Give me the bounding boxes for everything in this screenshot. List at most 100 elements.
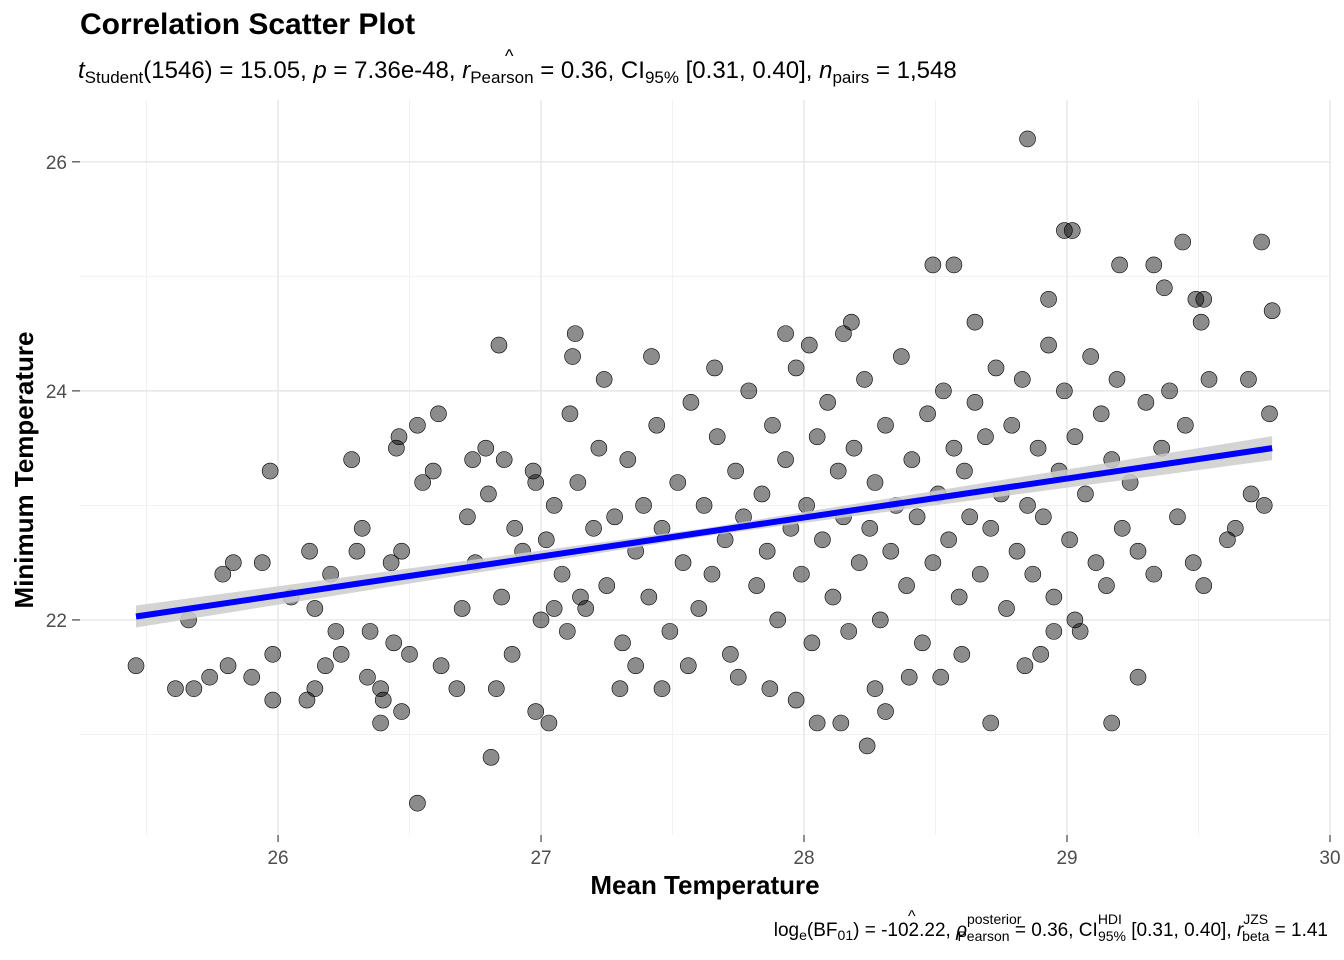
- data-point: [503, 645, 521, 663]
- data-point: [945, 439, 963, 457]
- data-point: [850, 554, 868, 571]
- data-point: [359, 668, 376, 686]
- data-point: [777, 325, 794, 342]
- data-point: [598, 577, 616, 594]
- data-point: [893, 348, 910, 365]
- data-point: [829, 462, 847, 480]
- data-point: [393, 542, 410, 560]
- data-point: [572, 588, 589, 606]
- data-points: [127, 130, 1281, 812]
- data-point: [564, 348, 581, 365]
- data-point: [569, 474, 587, 491]
- data-point: [306, 680, 324, 697]
- data-point: [690, 600, 708, 617]
- data-point: [703, 565, 721, 583]
- x-tick-label: 30: [1319, 848, 1340, 869]
- data-point: [432, 657, 450, 675]
- data-point: [777, 451, 794, 468]
- data-point: [614, 634, 631, 652]
- data-point: [545, 600, 563, 617]
- regression-line: [135, 445, 1273, 620]
- data-point: [787, 359, 805, 377]
- data-point: [706, 359, 723, 377]
- data-point: [1056, 382, 1073, 400]
- data-point: [317, 657, 334, 675]
- grid: [80, 100, 1331, 835]
- data-point: [1255, 497, 1273, 514]
- data-point: [787, 691, 805, 709]
- data-point: [971, 565, 989, 583]
- data-point: [566, 325, 584, 342]
- data-point: [306, 600, 324, 617]
- x-axis-label: Mean Temperature: [590, 870, 819, 900]
- data-point: [1161, 382, 1178, 400]
- data-point: [740, 382, 758, 400]
- y-tick-label: 22: [46, 611, 67, 632]
- data-point: [814, 531, 831, 549]
- data-point: [982, 714, 1000, 732]
- data-point: [900, 668, 918, 686]
- data-point: [524, 462, 542, 480]
- data-point: [1092, 405, 1110, 423]
- data-point: [482, 749, 500, 766]
- data-point: [1111, 256, 1128, 274]
- data-point: [845, 439, 863, 457]
- y-axis-label: Minimum Temperature: [9, 332, 39, 609]
- data-point: [577, 600, 595, 617]
- data-point: [627, 657, 645, 675]
- data-point: [682, 394, 700, 411]
- data-point: [1040, 290, 1057, 308]
- data-point: [966, 394, 984, 411]
- data-point: [495, 451, 513, 468]
- data-point: [1129, 542, 1147, 560]
- data-point: [753, 485, 771, 503]
- data-point: [653, 680, 671, 697]
- chart-title: Correlation Scatter Plot: [80, 8, 415, 41]
- data-point: [372, 714, 389, 732]
- data-point: [1108, 371, 1126, 388]
- data-point: [1019, 130, 1036, 148]
- y-tick-label: 24: [46, 382, 68, 403]
- data-point: [540, 714, 558, 732]
- data-point: [1061, 531, 1078, 549]
- data-point: [953, 645, 971, 663]
- data-point: [185, 680, 203, 697]
- data-point: [803, 634, 821, 652]
- data-point: [998, 600, 1015, 617]
- data-point: [832, 714, 850, 732]
- data-point: [808, 714, 826, 732]
- data-point: [1137, 394, 1155, 411]
- data-point: [919, 405, 936, 423]
- data-point: [932, 668, 950, 686]
- data-point: [708, 428, 726, 445]
- data-point: [1019, 497, 1036, 514]
- data-point: [298, 691, 316, 709]
- data-point: [1040, 336, 1057, 354]
- data-point: [1008, 542, 1026, 560]
- data-point: [1087, 554, 1105, 571]
- data-point: [924, 554, 942, 571]
- data-point: [635, 497, 652, 514]
- data-point: [327, 623, 345, 640]
- data-point: [1240, 371, 1257, 388]
- x-tick-label: 27: [530, 848, 551, 869]
- x-tick-label: 28: [793, 848, 814, 869]
- data-point: [935, 382, 952, 400]
- data-point: [982, 520, 1000, 537]
- data-point: [669, 474, 687, 491]
- data-point: [1200, 371, 1218, 388]
- data-point: [545, 497, 563, 514]
- data-point: [561, 405, 579, 423]
- data-point: [490, 336, 508, 354]
- data-point: [661, 623, 679, 640]
- data-point: [1169, 508, 1186, 526]
- data-point: [1145, 256, 1163, 274]
- data-point: [793, 565, 810, 583]
- x-tick-label: 29: [1056, 848, 1077, 869]
- data-point: [1192, 313, 1210, 331]
- data-point: [1029, 439, 1047, 457]
- r-hat-accent: ^: [505, 46, 514, 66]
- rho-hat-accent: ^: [908, 908, 916, 925]
- data-point: [301, 542, 318, 560]
- data-point: [390, 428, 408, 445]
